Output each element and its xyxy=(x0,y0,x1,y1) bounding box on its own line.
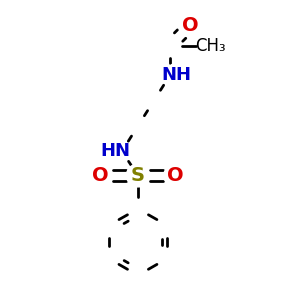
Circle shape xyxy=(164,164,187,187)
Text: O: O xyxy=(92,166,109,185)
Text: O: O xyxy=(167,166,184,185)
Circle shape xyxy=(165,64,188,86)
Circle shape xyxy=(199,34,222,57)
Circle shape xyxy=(89,164,112,187)
Text: O: O xyxy=(182,16,199,35)
Circle shape xyxy=(179,14,202,37)
Text: S: S xyxy=(131,166,145,185)
Circle shape xyxy=(127,164,149,187)
Text: CH₃: CH₃ xyxy=(196,37,226,55)
Text: HN: HN xyxy=(100,142,130,160)
Text: NH: NH xyxy=(162,66,192,84)
Circle shape xyxy=(104,140,127,163)
